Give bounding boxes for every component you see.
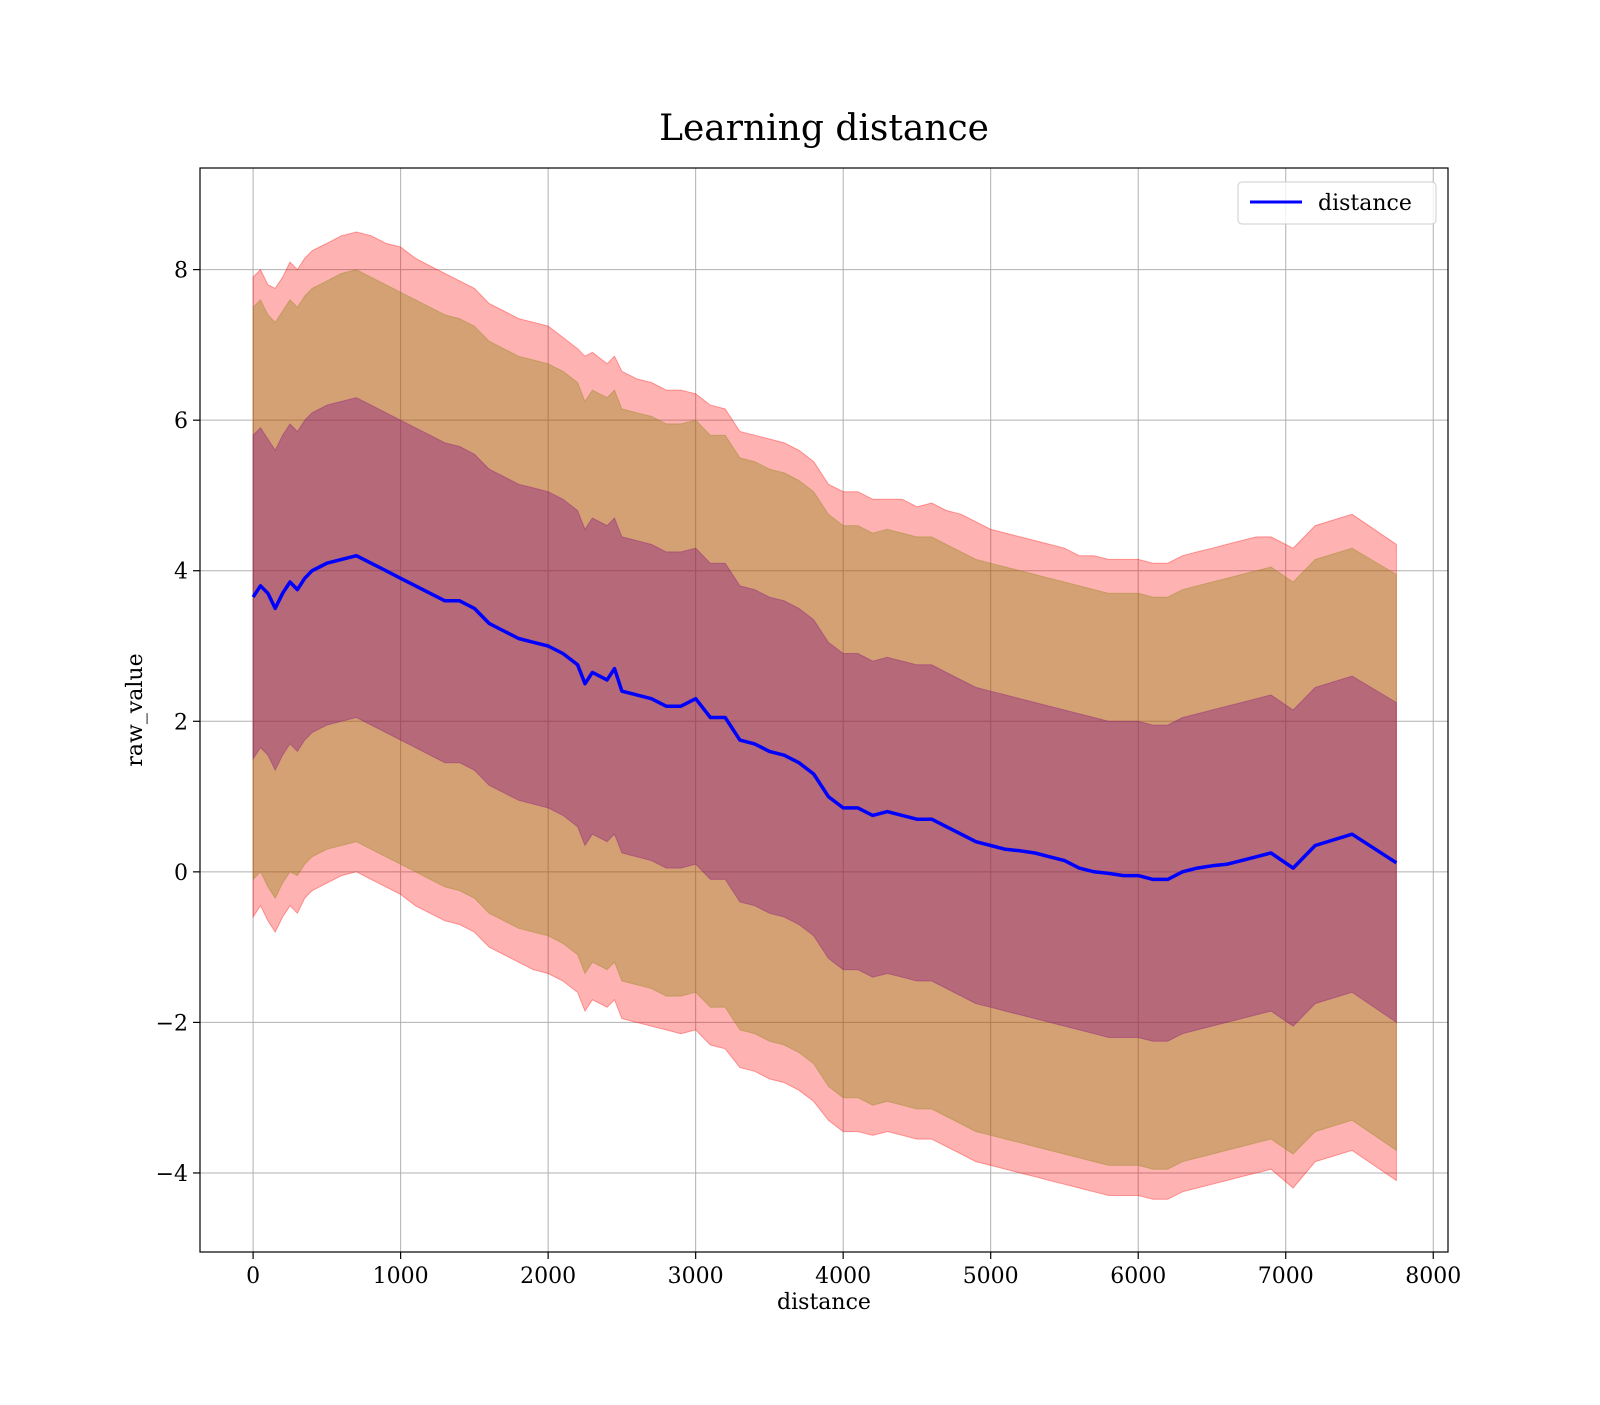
legend-box xyxy=(1237,181,1437,225)
y-tick-label: 0 xyxy=(174,861,188,886)
x-axis-label: distance xyxy=(777,1290,871,1315)
y-tick-label: 8 xyxy=(174,259,188,284)
band-1-std xyxy=(252,397,1397,1042)
x-tick-label: 0 xyxy=(246,1264,260,1289)
x-tick-label: 8000 xyxy=(1405,1264,1461,1289)
y-tick-label: −4 xyxy=(156,1162,188,1187)
x-tick-label: 1000 xyxy=(373,1264,429,1289)
plot-area-frame xyxy=(199,167,1449,1253)
band-2-std xyxy=(252,269,1397,1170)
x-tick-label: 2000 xyxy=(520,1264,576,1289)
y-axis-label: raw_value xyxy=(123,653,148,766)
y-tick-label: 2 xyxy=(174,710,188,735)
x-tick-label: 5000 xyxy=(963,1264,1019,1289)
grid xyxy=(200,168,1448,1252)
x-tick-label: 4000 xyxy=(815,1264,871,1289)
x-tick-label: 7000 xyxy=(1258,1264,1314,1289)
x-tick-label: 3000 xyxy=(668,1264,724,1289)
y-tick-label: −2 xyxy=(156,1011,188,1036)
series-lines xyxy=(251,553,1398,882)
axis-ticks: 0 1000 2000 3000 4000 5000 6000 7000 8000 −4 −2 0 2 4… xyxy=(156,259,1462,1289)
legend-label-distance: distance xyxy=(1318,191,1412,216)
band-3-std xyxy=(252,231,1397,1200)
legend: distance xyxy=(1237,181,1437,225)
y-tick-label: 4 xyxy=(174,560,188,585)
y-tick-label: 6 xyxy=(174,409,188,434)
x-tick-label: 6000 xyxy=(1110,1264,1166,1289)
chart-title: Learning distance xyxy=(659,108,989,149)
series-line-distance xyxy=(251,553,1398,882)
std-bands xyxy=(252,231,1397,1200)
